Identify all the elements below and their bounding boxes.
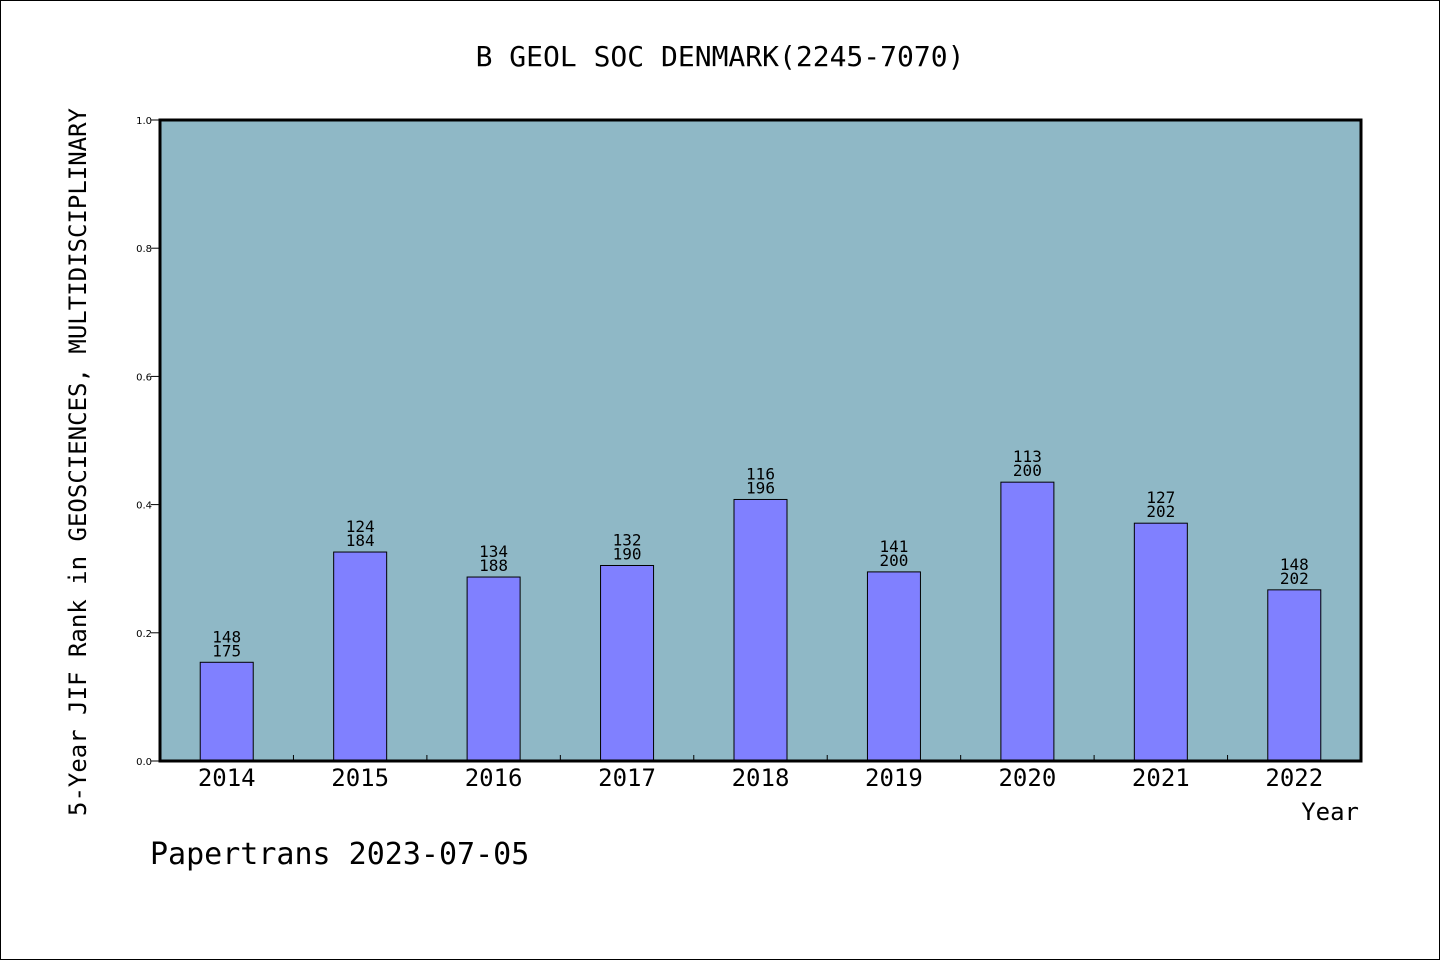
bar-2020: [1000, 481, 1055, 762]
rank-label: 113: [1013, 447, 1042, 466]
x-tick-label: 2021: [1132, 764, 1190, 792]
y-tick-label: 0.0: [136, 757, 152, 768]
category-total-label: 188: [479, 556, 508, 575]
category-total-label: 200: [1013, 461, 1042, 480]
bar-2017: [600, 564, 655, 762]
x-tick-label: 2016: [465, 764, 523, 792]
rank-label: 116: [746, 464, 775, 483]
x-tick-label: 2014: [198, 764, 256, 792]
bar-2014: [199, 661, 254, 762]
bar-rank-labels: 1481751241841341881321901161961412001132…: [212, 447, 1308, 660]
y-tick-label: 0.6: [136, 372, 152, 383]
bar-2021: [1133, 522, 1188, 762]
y-axis-label: 5-Year JIF Rank in GEOSCIENCES, MULTIDIS…: [64, 107, 92, 816]
bar-series: [199, 481, 1322, 762]
rank-label: 134: [479, 542, 508, 561]
rank-label: 127: [1146, 488, 1175, 507]
x-tick-label: 2018: [732, 764, 790, 792]
bar-2019: [866, 571, 921, 762]
source-footer: Papertrans 2023-07-05: [150, 837, 529, 872]
category-total-label: 190: [613, 544, 642, 563]
x-tick-label: 2022: [1265, 764, 1323, 792]
x-tick-label: 2019: [865, 764, 923, 792]
chart-title: B GEOL SOC DENMARK(2245-7070): [476, 40, 965, 73]
rank-label: 148: [1280, 555, 1309, 574]
y-axis: 0.0 0.2 0.4 0.6 0.8 1.0: [136, 116, 160, 768]
category-total-label: 202: [1280, 569, 1309, 588]
x-tick-label: 2020: [998, 764, 1056, 792]
x-axis: 2014 2015 2016 2017 2018 2019 2020 2021 2022: [198, 755, 1323, 792]
plot-border: [158, 118, 1363, 763]
category-total-label: 200: [879, 551, 908, 570]
x-tick-label: 2015: [331, 764, 389, 792]
bar-2018: [733, 498, 788, 762]
category-total-label: 202: [1146, 502, 1175, 521]
category-total-label: 184: [346, 531, 375, 550]
bar-2022: [1267, 589, 1322, 762]
bar-2016: [466, 576, 521, 762]
rank-label: 132: [613, 530, 642, 549]
y-tick-label: 0.8: [136, 244, 152, 255]
y-tick-label: 1.0: [136, 116, 152, 127]
category-total-label: 175: [212, 641, 241, 660]
x-tick-label: 2017: [598, 764, 656, 792]
bar-2015: [333, 551, 388, 762]
rank-label: 148: [212, 627, 241, 646]
y-tick-label: 0.4: [136, 501, 152, 512]
x-axis-label: Year: [1301, 798, 1359, 826]
rank-label: 124: [346, 517, 375, 536]
y-tick-label: 0.2: [136, 629, 152, 640]
rank-label: 141: [879, 537, 908, 556]
category-total-label: 196: [746, 478, 775, 497]
